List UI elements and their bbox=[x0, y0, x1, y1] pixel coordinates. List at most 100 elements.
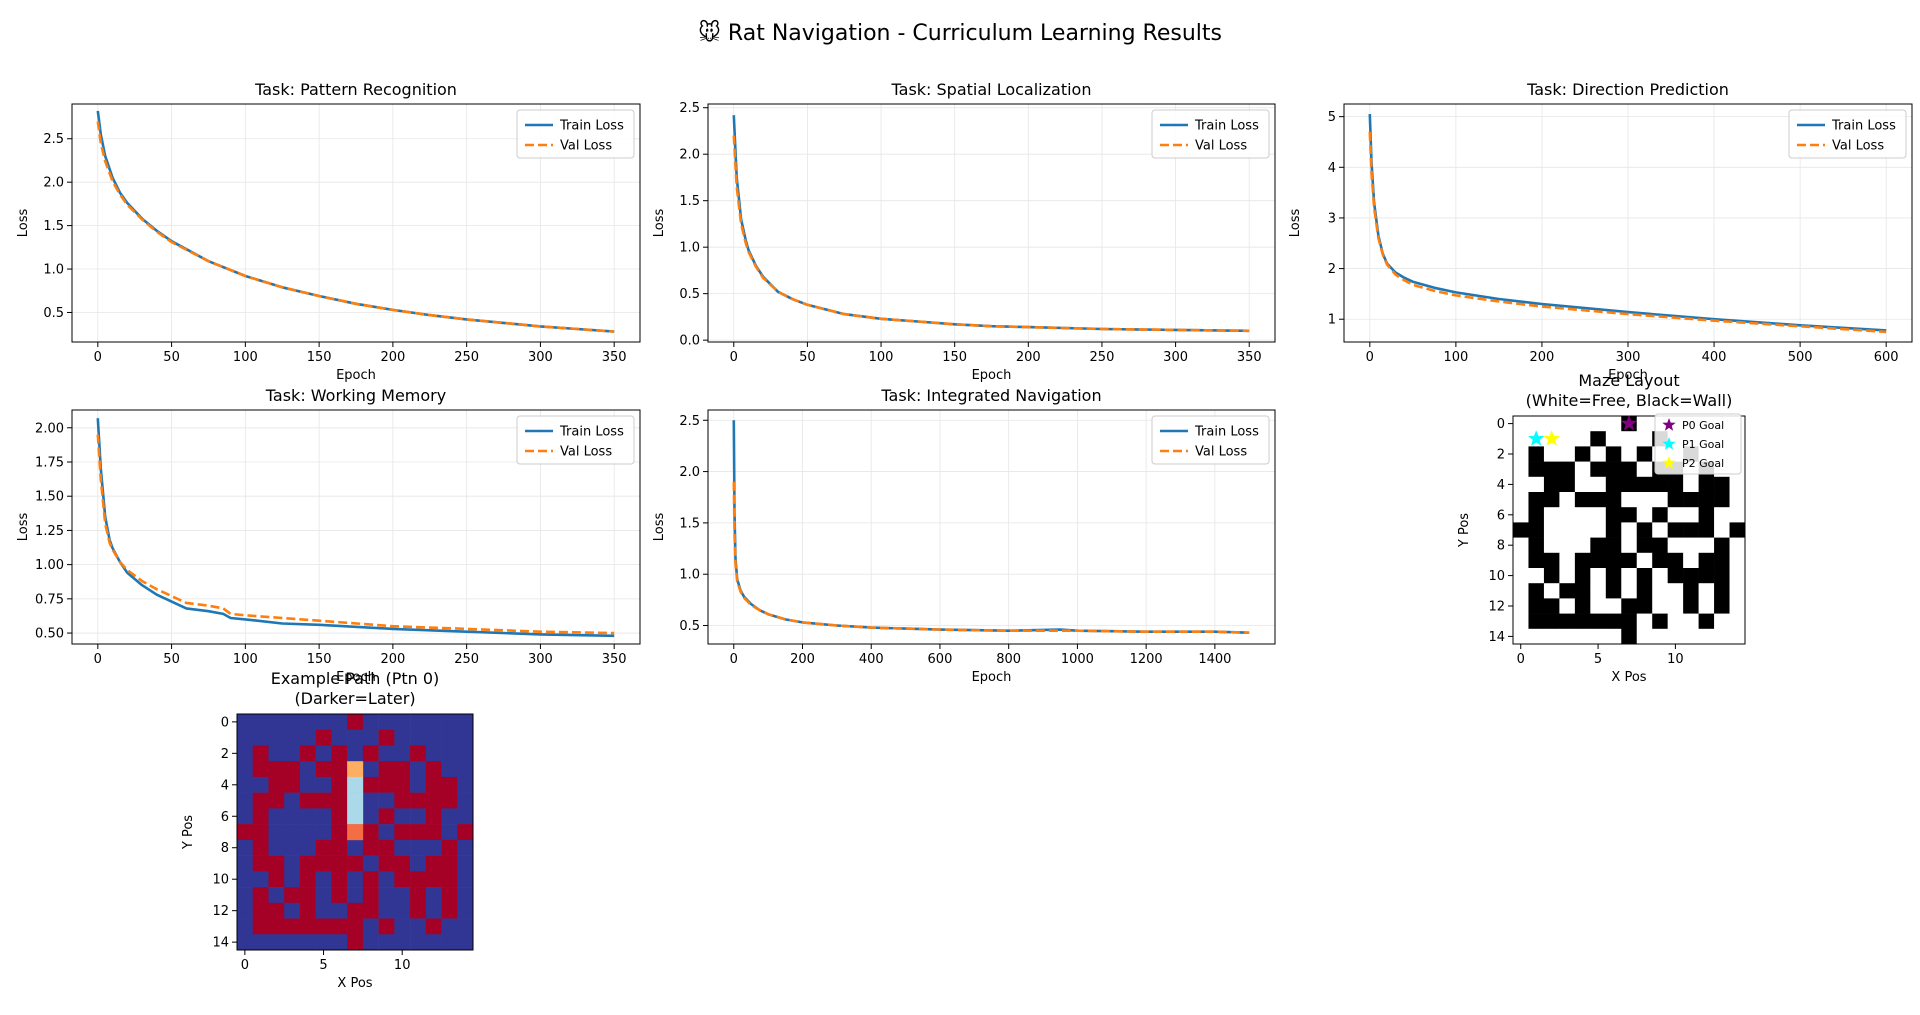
grid-cell bbox=[1621, 507, 1638, 523]
grid-cell bbox=[410, 776, 427, 793]
y-tick-label: 5 bbox=[1328, 110, 1336, 125]
grid-cell bbox=[315, 824, 332, 841]
grid-cell bbox=[268, 776, 285, 793]
grid-cell bbox=[1543, 598, 1560, 614]
grid-cell bbox=[1667, 492, 1684, 508]
grid-cell bbox=[252, 871, 269, 888]
grid-cell bbox=[394, 839, 411, 856]
grid-cell bbox=[315, 776, 332, 793]
x-tick-label: 800 bbox=[996, 652, 1021, 667]
grid-cell bbox=[441, 761, 458, 778]
grid-cell bbox=[410, 745, 427, 762]
y-tick-label: 1.75 bbox=[35, 456, 64, 471]
grid-cell bbox=[331, 776, 348, 793]
grid-cell bbox=[362, 824, 379, 841]
grid-cell bbox=[1528, 583, 1545, 599]
x-tick-label: 0 bbox=[1517, 652, 1525, 667]
grid-cell bbox=[347, 871, 364, 888]
legend-goal-label: P0 Goal bbox=[1682, 419, 1724, 432]
grid-cell bbox=[1513, 416, 1529, 432]
x-tick-label: 400 bbox=[859, 652, 884, 667]
grid-cell bbox=[410, 902, 427, 919]
grid-cell bbox=[1559, 522, 1576, 538]
x-tick-label: 0 bbox=[1366, 350, 1374, 365]
grid-cell bbox=[1698, 628, 1715, 645]
grid-cell bbox=[425, 839, 442, 856]
grid-cell bbox=[268, 729, 285, 746]
grid-cell bbox=[1605, 628, 1622, 645]
grid-cell bbox=[1667, 537, 1684, 554]
x-tick-label: 50 bbox=[163, 350, 180, 365]
grid-cell bbox=[441, 902, 458, 919]
grid-cell bbox=[1698, 507, 1715, 523]
grid-cell bbox=[457, 808, 474, 825]
axes-frame bbox=[71, 409, 641, 645]
grid-cell bbox=[1667, 507, 1684, 523]
grid-cell bbox=[394, 824, 411, 841]
grid-cell bbox=[394, 745, 411, 762]
grid-cell bbox=[457, 887, 474, 904]
legend-train-label: Train Loss bbox=[559, 119, 624, 134]
grid-cell bbox=[1528, 613, 1545, 630]
grid-cell bbox=[1652, 568, 1668, 584]
grid-cell bbox=[1636, 416, 1653, 432]
y-tick-label: 1.0 bbox=[43, 263, 64, 278]
x-tick-label: 250 bbox=[1090, 350, 1115, 365]
maze-legend-box bbox=[1654, 413, 1742, 475]
grid-cell bbox=[362, 902, 379, 919]
grid-cell bbox=[1652, 552, 1668, 569]
grid-cell bbox=[425, 745, 442, 762]
grid-cell bbox=[1683, 613, 1699, 630]
grid-cell bbox=[1543, 568, 1560, 584]
grid-cell bbox=[425, 902, 442, 919]
grid-cell bbox=[331, 729, 348, 746]
grid-cell bbox=[1605, 476, 1622, 493]
grid-cell bbox=[378, 776, 395, 793]
y-tick-label: 10 bbox=[212, 873, 229, 888]
grid-cell bbox=[347, 745, 364, 762]
grid-cell bbox=[1574, 507, 1591, 523]
axes-frame bbox=[236, 713, 474, 951]
grid-cell bbox=[425, 714, 442, 731]
grid-cell bbox=[268, 761, 285, 778]
grid-cell bbox=[347, 855, 364, 872]
x-tick-label: 350 bbox=[1237, 350, 1262, 365]
grid-cell bbox=[347, 839, 364, 856]
grid-cell bbox=[1683, 583, 1699, 599]
grid-cell bbox=[394, 761, 411, 778]
grid-cell bbox=[1621, 431, 1638, 447]
grid-cell bbox=[441, 824, 458, 841]
y-tick-label: 2 bbox=[1328, 262, 1336, 277]
grid-cell bbox=[1683, 568, 1699, 584]
x-tick-label: 200 bbox=[1530, 350, 1555, 365]
grid-cell bbox=[1729, 537, 1746, 554]
grid-cell bbox=[1574, 416, 1591, 432]
val-loss-line bbox=[96, 434, 615, 635]
y-tick-label: 1.25 bbox=[35, 524, 64, 539]
x-tick-label: 1200 bbox=[1130, 652, 1163, 667]
y-tick-label: 1.00 bbox=[35, 558, 64, 573]
grid-cell bbox=[1667, 476, 1684, 493]
grid-cell bbox=[268, 871, 285, 888]
grid-cell bbox=[1667, 628, 1684, 645]
x-tick-label: 200 bbox=[380, 350, 405, 365]
grid-cell bbox=[1621, 492, 1638, 508]
y-tick-label: 6 bbox=[221, 810, 229, 825]
grid-cell bbox=[1605, 431, 1622, 447]
grid-cell bbox=[378, 839, 395, 856]
grid-cell bbox=[378, 745, 395, 762]
grid-cell bbox=[1683, 476, 1699, 493]
grid-cell bbox=[268, 934, 285, 951]
grid-cell bbox=[284, 776, 301, 793]
grid-cell bbox=[299, 745, 316, 762]
grid-cell bbox=[331, 808, 348, 825]
grid-cell bbox=[362, 714, 379, 731]
grid-cell bbox=[347, 918, 364, 935]
grid-cell bbox=[252, 808, 269, 825]
path-cell-0 bbox=[347, 761, 364, 778]
grid-cell bbox=[237, 871, 254, 888]
grid-cell bbox=[1528, 446, 1545, 462]
grid-cell bbox=[1714, 613, 1730, 630]
grid-cell bbox=[362, 918, 379, 935]
grid-cell bbox=[284, 729, 301, 746]
